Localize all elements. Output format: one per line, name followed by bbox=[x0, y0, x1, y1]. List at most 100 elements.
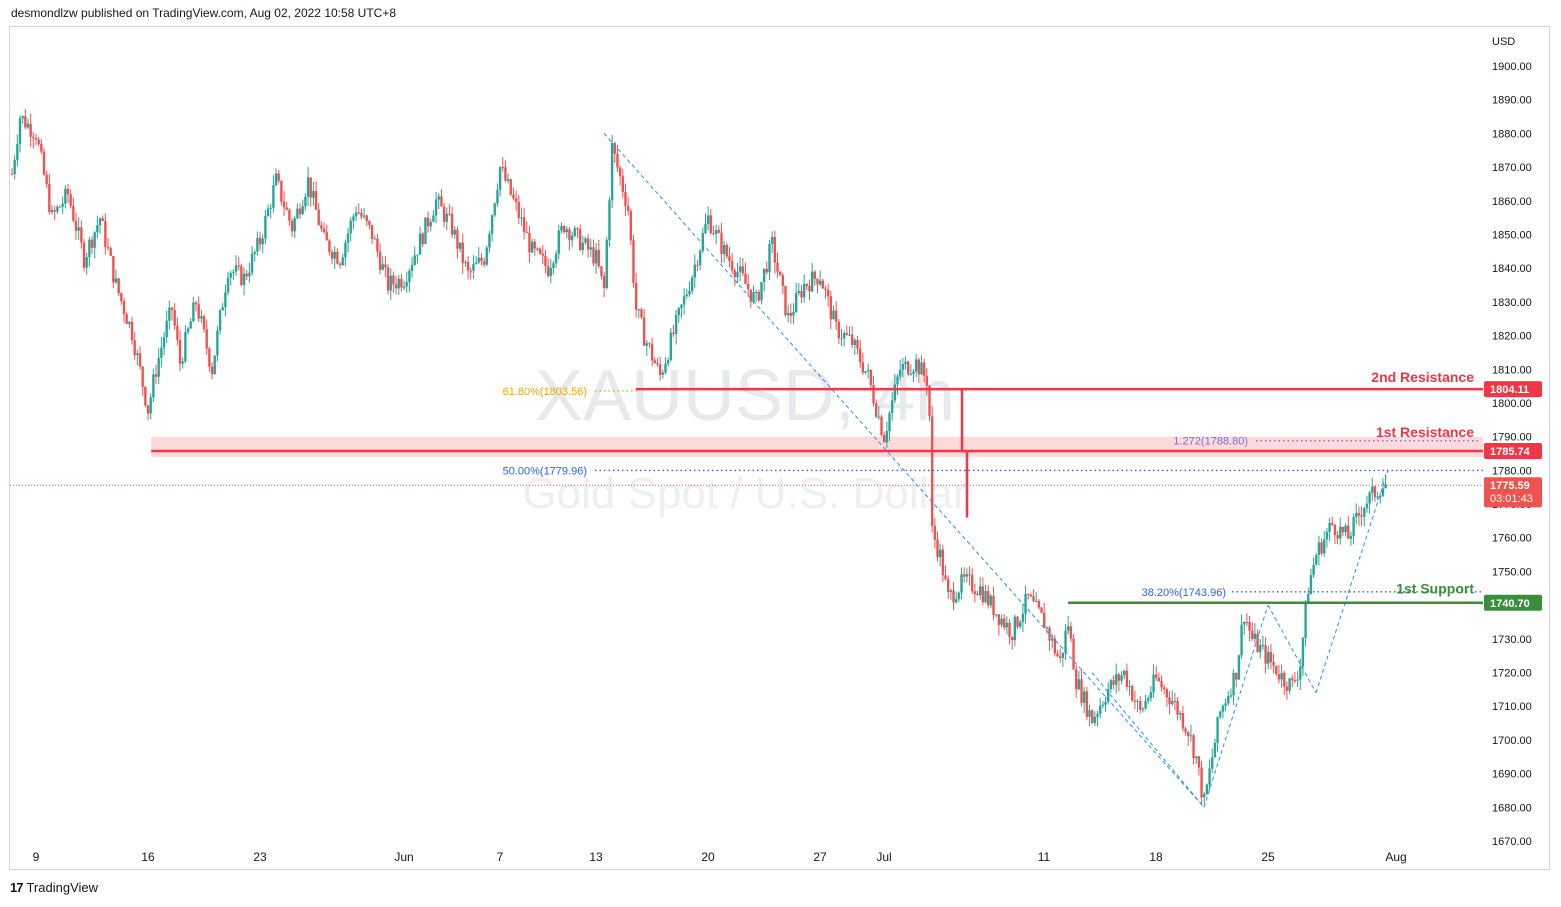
candle-body bbox=[882, 435, 886, 443]
candle-body bbox=[928, 385, 931, 417]
candle-body bbox=[536, 248, 539, 250]
y-tick-label: 1790.00 bbox=[1492, 432, 1532, 444]
candle-body bbox=[896, 376, 899, 385]
candle-body bbox=[1248, 622, 1251, 631]
y-tick-label: 1860.00 bbox=[1492, 196, 1532, 208]
candle-body bbox=[776, 262, 779, 272]
candle-body bbox=[96, 225, 99, 233]
candle-body bbox=[1024, 593, 1027, 614]
candle-body bbox=[840, 338, 843, 340]
candle-body bbox=[458, 242, 462, 249]
candle-body bbox=[970, 575, 974, 592]
candle-body bbox=[333, 251, 336, 259]
candle-body bbox=[85, 257, 88, 268]
candle-body bbox=[205, 329, 208, 349]
candle-body bbox=[885, 431, 889, 443]
candle-body bbox=[392, 275, 395, 285]
candle-body bbox=[464, 262, 467, 264]
candle-body bbox=[738, 266, 742, 272]
candle-body bbox=[226, 277, 230, 293]
candle-body bbox=[234, 265, 238, 272]
candle-body bbox=[968, 574, 971, 576]
candle-body bbox=[597, 249, 600, 267]
candle-body bbox=[32, 136, 35, 139]
candle-body bbox=[1075, 669, 1078, 690]
candle-body bbox=[162, 337, 166, 348]
candle-body bbox=[608, 200, 611, 240]
candle-body bbox=[672, 332, 675, 334]
candle-body bbox=[250, 253, 254, 273]
candle-body bbox=[477, 257, 480, 263]
candle-body bbox=[13, 159, 16, 175]
candle-body bbox=[384, 264, 387, 268]
candle-body bbox=[224, 292, 227, 308]
candle-body bbox=[733, 270, 737, 278]
candle-body bbox=[941, 549, 945, 576]
footer-brand[interactable]: 17 TradingView bbox=[10, 880, 98, 895]
candle-body bbox=[37, 139, 40, 144]
candle-body bbox=[1384, 484, 1387, 489]
candle-body bbox=[173, 310, 176, 326]
candle-body bbox=[565, 229, 568, 233]
candle-body bbox=[1147, 698, 1150, 701]
candle-body bbox=[1072, 638, 1075, 670]
candle-body bbox=[16, 144, 19, 160]
candle-body bbox=[1312, 564, 1315, 576]
candle-body bbox=[578, 228, 582, 251]
candle-body bbox=[725, 244, 729, 257]
candle-body bbox=[1027, 593, 1030, 595]
candle-body bbox=[952, 590, 955, 603]
candle-body bbox=[1264, 645, 1267, 664]
candle-body bbox=[632, 240, 635, 284]
candle-body bbox=[1021, 613, 1025, 622]
candle-body bbox=[93, 232, 96, 248]
candle-body bbox=[221, 307, 224, 311]
candle-body bbox=[650, 344, 654, 361]
candle-body bbox=[784, 285, 787, 316]
candle-body bbox=[354, 212, 358, 217]
candle-body bbox=[1235, 672, 1238, 680]
candle-body bbox=[1285, 686, 1289, 691]
candle-body bbox=[1085, 691, 1089, 717]
candle-body bbox=[664, 363, 667, 373]
candle-body bbox=[184, 332, 187, 362]
candle-body bbox=[1272, 662, 1275, 666]
candle-body bbox=[192, 302, 195, 322]
candle-body bbox=[805, 283, 809, 286]
fib-level-label: 50.00%(1779.96) bbox=[503, 465, 587, 477]
candle-body bbox=[1053, 638, 1057, 654]
candle-body bbox=[602, 275, 606, 289]
y-tick-label: 1870.00 bbox=[1492, 162, 1532, 174]
candle-body bbox=[1037, 600, 1041, 608]
candle-body bbox=[1323, 539, 1326, 554]
candle-body bbox=[1104, 701, 1107, 705]
candle-body bbox=[1091, 710, 1094, 724]
candle-body bbox=[341, 257, 344, 266]
candle-body bbox=[624, 191, 627, 206]
candle-body bbox=[426, 217, 430, 227]
x-tick-label: 23 bbox=[253, 850, 267, 864]
candle-body bbox=[864, 371, 867, 373]
candle-body bbox=[448, 213, 451, 215]
candle-body bbox=[1173, 700, 1177, 702]
candle-body bbox=[789, 312, 793, 316]
candle-body bbox=[397, 278, 400, 289]
candle-body bbox=[394, 284, 398, 289]
candle-body bbox=[1155, 674, 1158, 678]
candle-body bbox=[741, 266, 745, 274]
candle-body bbox=[757, 291, 761, 301]
candle-body bbox=[1307, 594, 1310, 603]
candle-body bbox=[648, 343, 651, 345]
candle-body bbox=[813, 271, 817, 279]
candle-body bbox=[1008, 622, 1011, 637]
candle-body bbox=[245, 273, 248, 277]
candle-body bbox=[992, 595, 995, 616]
candle-body bbox=[514, 198, 518, 202]
candle-body bbox=[778, 271, 782, 276]
candle-body bbox=[1296, 679, 1299, 681]
candle-body bbox=[98, 218, 102, 226]
candle-body bbox=[216, 330, 219, 356]
candle-body bbox=[1019, 621, 1022, 627]
candle-body bbox=[1293, 680, 1297, 682]
